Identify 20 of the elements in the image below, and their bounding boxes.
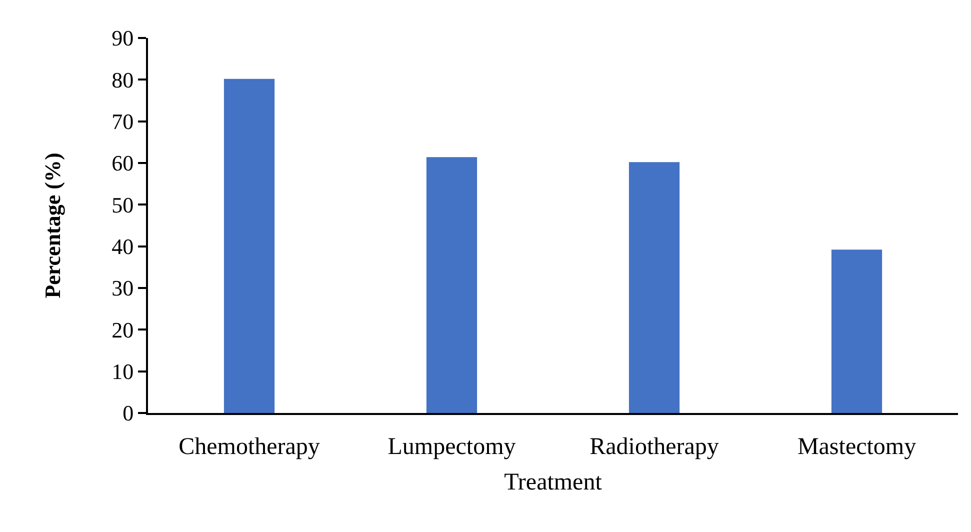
bar <box>426 157 478 413</box>
x-tick-label: Chemotherapy <box>178 434 320 460</box>
y-tick-label: 70 <box>112 109 134 134</box>
y-tick-label: 50 <box>112 192 134 218</box>
y-tick-label: 20 <box>112 317 134 342</box>
y-axis-title: Percentage (%) <box>40 152 65 298</box>
y-tick-label: 10 <box>112 359 134 384</box>
y-tick-label: 40 <box>112 234 134 260</box>
y-tick-label: 30 <box>112 276 134 301</box>
x-tick-label: Radiotherapy <box>590 434 719 460</box>
y-tick-label: 90 <box>112 26 134 51</box>
x-axis-title: Treatment <box>504 470 602 496</box>
bar <box>224 78 275 413</box>
x-tick-label: Mastectomy <box>797 434 916 460</box>
y-tick-label: 0 <box>122 400 134 426</box>
y-tick-label: 80 <box>112 67 134 92</box>
bar <box>628 162 680 413</box>
x-tick-label: Lumpectomy <box>388 434 516 460</box>
y-tick-label: 60 <box>112 150 134 176</box>
bar <box>831 250 882 413</box>
